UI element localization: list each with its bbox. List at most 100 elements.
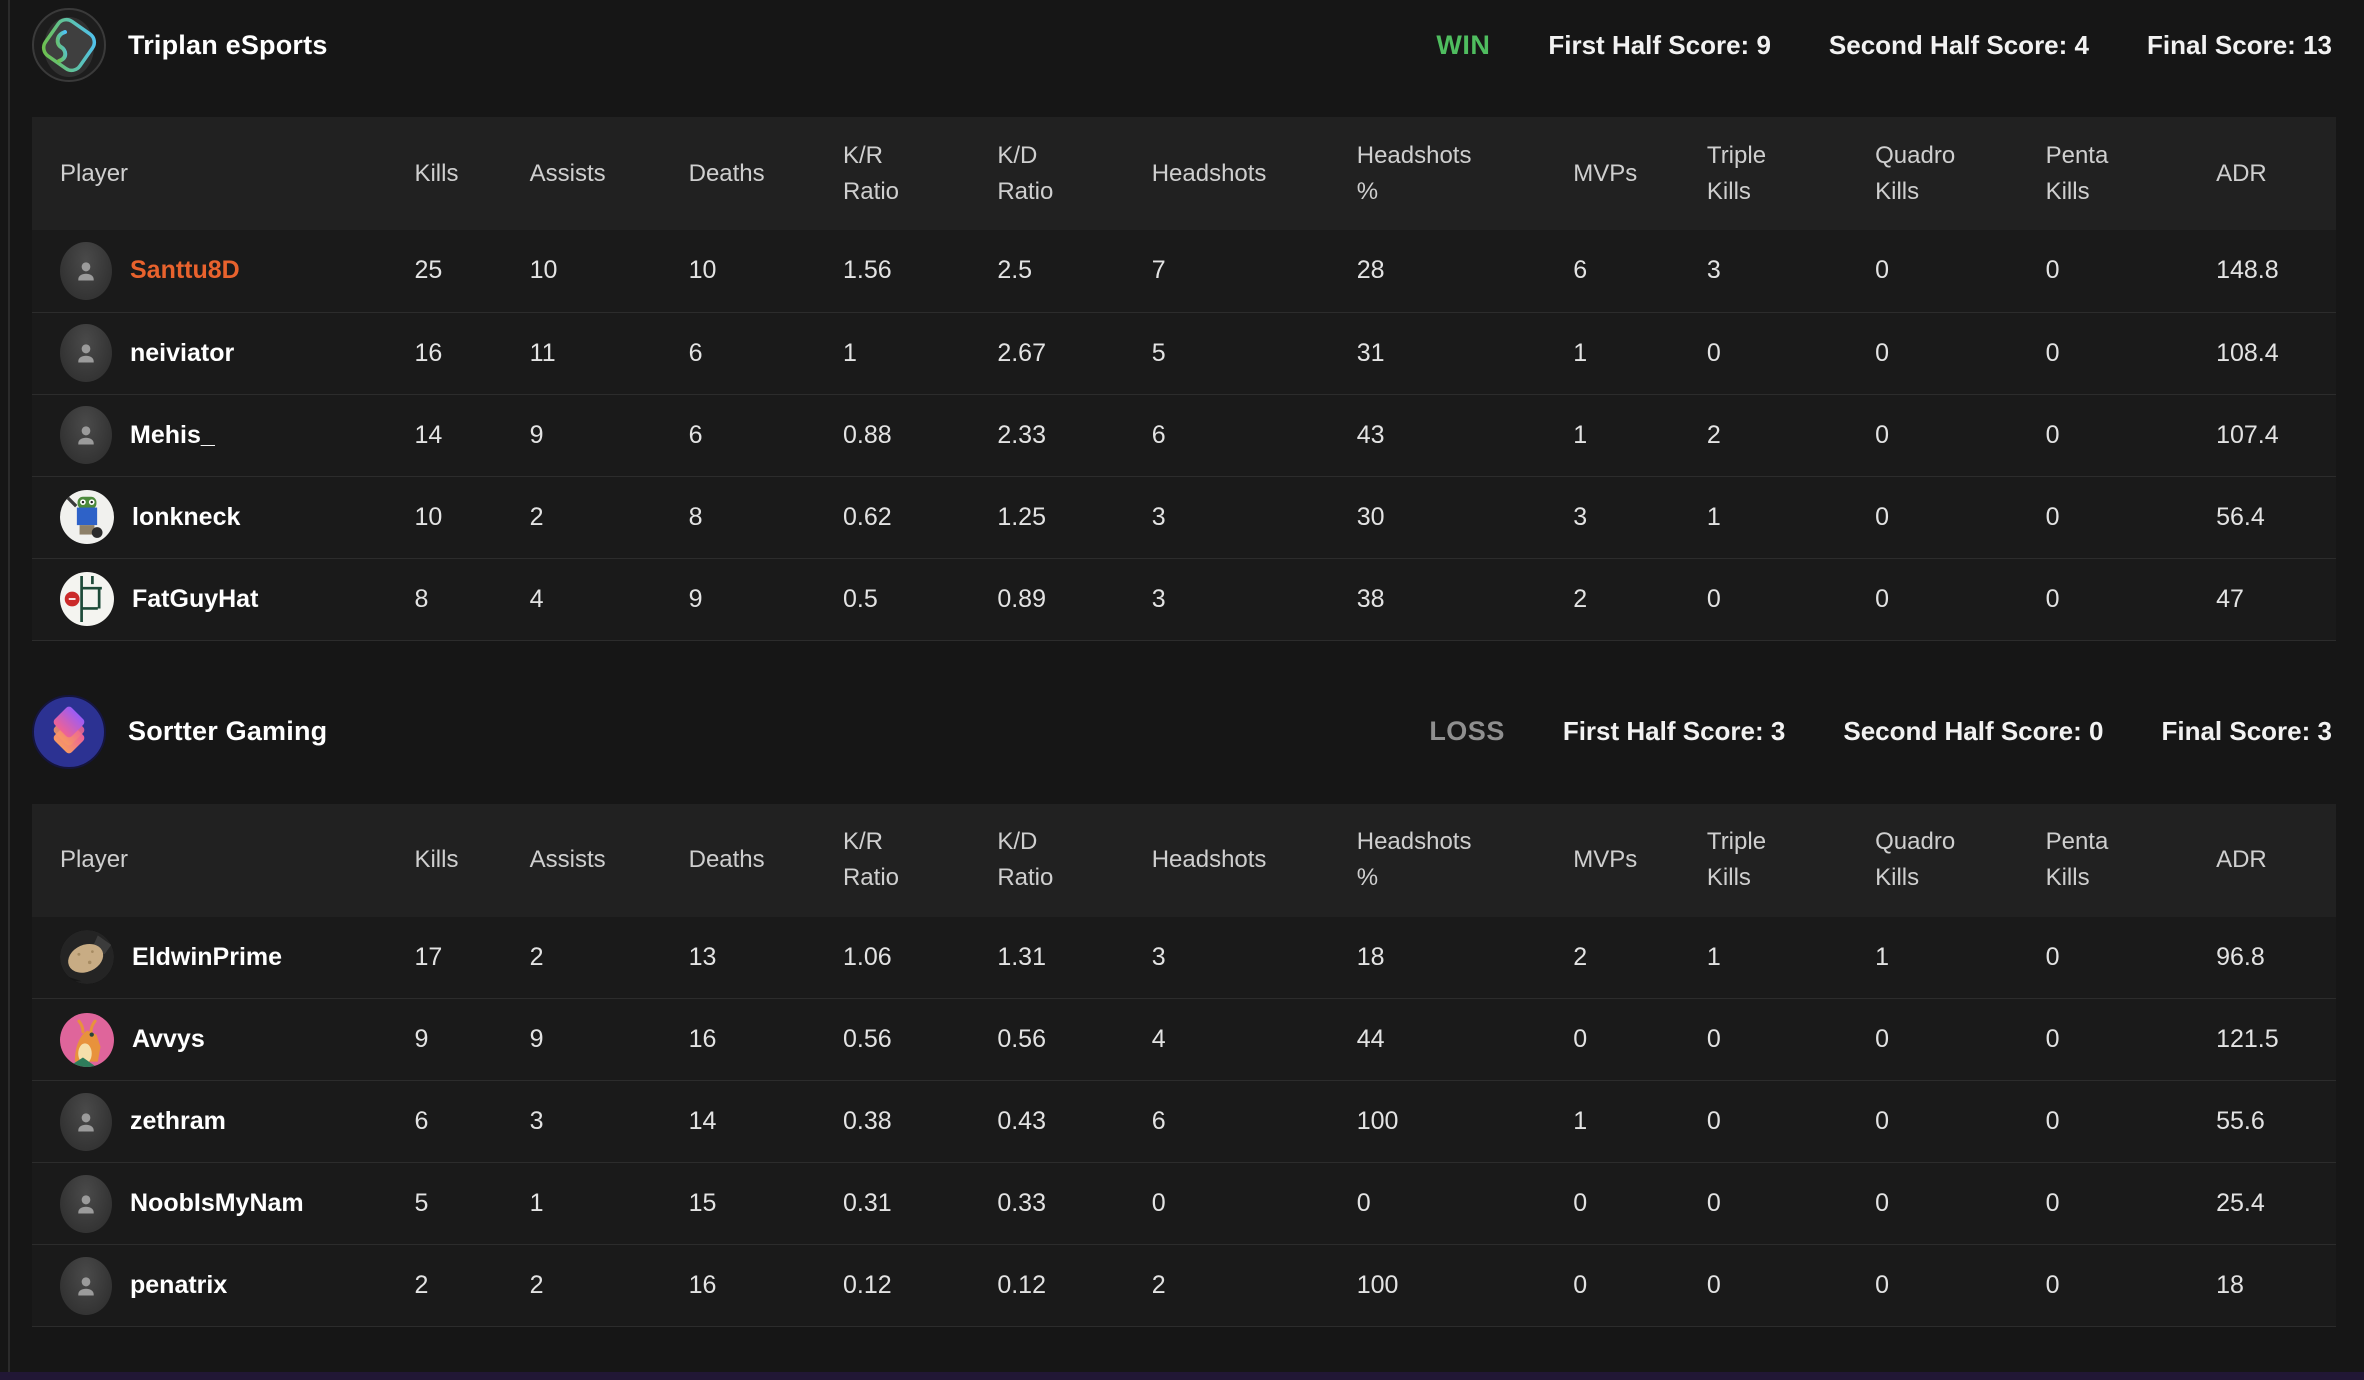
col-assists: Assists — [529, 117, 689, 230]
stat-cell: 3 — [1151, 916, 1357, 999]
stat-cell: 0 — [1875, 393, 2046, 476]
team-name[interactable]: Sortter Gaming — [128, 716, 328, 746]
table-header-row: Player Kills Assists Deaths K/R Ratio K/… — [32, 117, 2336, 230]
result-badge: LOSS — [1429, 716, 1505, 746]
stat-cell: 10 — [688, 230, 843, 312]
col-adr: ADR — [2216, 803, 2336, 917]
stat-cell: 56.4 — [2216, 475, 2336, 558]
stat-cell: 1 — [1706, 916, 1876, 999]
stat-cell: 6 — [1151, 393, 1357, 476]
stat-cell: 100 — [1356, 1080, 1574, 1163]
stat-cell: 4 — [529, 557, 689, 641]
match-stats-page: Triplan eSports WIN First Half Score: 9 … — [32, 8, 2336, 1327]
custom-dragon-avatar — [60, 1012, 114, 1067]
stat-cell: 8 — [414, 557, 530, 641]
col-kills: Kills — [414, 803, 530, 917]
stat-cell: 2 — [414, 1244, 530, 1327]
team-name[interactable]: Triplan eSports — [128, 29, 328, 60]
col-label: Assists — [529, 159, 606, 187]
stat-cell: 3 — [1151, 557, 1357, 641]
player-name[interactable]: Santtu8D — [130, 256, 240, 285]
sortter-gaming-logo-icon[interactable] — [32, 694, 106, 769]
player-name[interactable]: lonkneck — [132, 502, 241, 531]
stat-cell: 0.88 — [842, 393, 998, 476]
player-name[interactable]: neiviator — [130, 338, 235, 367]
col-kd-ratio: K/D Ratio — [997, 117, 1152, 230]
custom-potato-avatar — [60, 930, 114, 985]
stat-cell: 9 — [529, 998, 689, 1081]
second-half-score: Second Half Score: 0 — [1843, 716, 2103, 747]
col-label: Player — [60, 159, 129, 187]
player-row[interactable]: EldwinPrime 17 2 13 1.06 1.31 3 18 2 1 1 0 96.8 — [32, 916, 2336, 999]
result-badge: WIN — [1436, 29, 1491, 60]
stat-cell: 1 — [1573, 1080, 1707, 1163]
player-name[interactable]: NoobIsMyNam — [130, 1189, 304, 1217]
col-kills: Kills — [414, 117, 530, 230]
player-row[interactable]: Avvys 9 9 16 0.56 0.56 4 44 0 0 0 0 121.5 — [32, 998, 2336, 1081]
stat-cell: 0 — [2045, 230, 2217, 312]
stat-cell: 10 — [529, 230, 689, 312]
stat-cell: 6 — [1573, 230, 1707, 312]
stat-cell: 0 — [2045, 1080, 2217, 1163]
stat-cell: 18 — [1356, 916, 1574, 999]
stat-cell: 0 — [1875, 998, 2046, 1081]
player-row[interactable]: Santtu8D 25 10 10 1.56 2.5 7 28 6 3 0 0 148.8 — [32, 230, 2336, 312]
stat-cell: 18 — [2216, 1244, 2336, 1327]
default-user-icon — [60, 1256, 112, 1315]
col-label: MVPs — [1573, 846, 1638, 873]
player-name[interactable]: FatGuyHat — [132, 584, 259, 613]
col-label: K/D Ratio — [997, 141, 1054, 205]
stat-cell: 2.33 — [997, 393, 1152, 476]
stat-cell: 0 — [1151, 1162, 1357, 1245]
stat-cell: 1.31 — [997, 916, 1152, 999]
col-mvps: MVPs — [1573, 117, 1707, 230]
stat-cell: 6 — [688, 311, 843, 394]
stat-cell: 0 — [2045, 1244, 2217, 1327]
stat-cell: 121.5 — [2216, 998, 2336, 1081]
col-penta-kills: Penta Kills — [2045, 803, 2217, 917]
players-tbody: EldwinPrime 17 2 13 1.06 1.31 3 18 2 1 1 0 96.8 Avv… — [32, 916, 2336, 1327]
player-row[interactable]: zethram 6 3 14 0.38 0.43 6 100 1 0 0 0 55.6 — [32, 1080, 2336, 1163]
col-headshots-pct: Headshots % — [1356, 117, 1574, 230]
stat-cell: 0 — [1706, 998, 1876, 1081]
stat-cell: 47 — [2216, 557, 2336, 641]
stat-cell: 55.6 — [2216, 1080, 2336, 1163]
col-headshots: Headshots — [1151, 117, 1357, 230]
score-label: First Half Score: — [1562, 716, 1764, 746]
player-row[interactable]: FatGuyHat 8 4 9 0.5 0.89 3 38 2 0 0 0 47 — [32, 557, 2336, 641]
player-name[interactable]: Mehis_ — [130, 420, 215, 449]
player-name[interactable]: penatrix — [130, 1271, 228, 1299]
player-name[interactable]: zethram — [130, 1107, 226, 1135]
first-half-score: First Half Score: 9 — [1548, 30, 1771, 61]
player-row[interactable]: Mehis_ 14 9 6 0.88 2.33 6 43 1 2 0 0 107.4 — [32, 393, 2336, 476]
player-name[interactable]: Avvys — [132, 1025, 205, 1053]
player-stats-table: Player Kills Assists Deaths K/R Ratio K/… — [32, 117, 2336, 641]
col-label: Headshots — [1151, 846, 1267, 873]
col-label: ADR — [2216, 846, 2267, 873]
stat-cell: 0 — [1875, 1244, 2046, 1327]
player-cell: lonkneck — [32, 475, 415, 558]
stat-cell: 6 — [688, 393, 843, 476]
match-info: WIN First Half Score: 9 Second Half Scor… — [1436, 30, 2336, 61]
stat-cell: 2 — [1573, 916, 1707, 999]
stat-cell: 0.43 — [997, 1080, 1152, 1163]
col-penta-kills: Penta Kills — [2045, 117, 2217, 230]
player-cell: Mehis_ — [32, 393, 415, 476]
stat-cell: 0 — [2045, 1162, 2217, 1245]
stat-cell: 2.5 — [997, 230, 1152, 312]
col-label: Assists — [529, 846, 606, 873]
triplan-esports-logo-icon[interactable] — [32, 8, 106, 82]
player-row[interactable]: NoobIsMyNam 5 1 15 0.31 0.33 0 0 0 0 0 0 25.4 — [32, 1162, 2336, 1245]
player-row[interactable]: lonkneck 10 2 8 0.62 1.25 3 30 3 1 0 0 56.4 — [32, 475, 2336, 558]
col-mvps: MVPs — [1573, 803, 1707, 917]
stat-cell: 16 — [688, 998, 843, 1081]
player-row[interactable]: neiviator 16 11 6 1 2.67 5 31 1 0 0 0 108.4 — [32, 311, 2336, 394]
player-row[interactable]: penatrix 2 2 16 0.12 0.12 2 100 0 0 0 0 18 — [32, 1244, 2336, 1327]
player-name[interactable]: EldwinPrime — [132, 942, 283, 971]
custom-floorplan-avatar — [60, 572, 114, 626]
stat-cell: 108.4 — [2216, 311, 2336, 394]
stat-cell: 0 — [1875, 1162, 2046, 1245]
stat-cell: 0.5 — [842, 557, 998, 641]
player-cell: Avvys — [32, 998, 415, 1081]
col-kr-ratio: K/R Ratio — [842, 117, 998, 230]
